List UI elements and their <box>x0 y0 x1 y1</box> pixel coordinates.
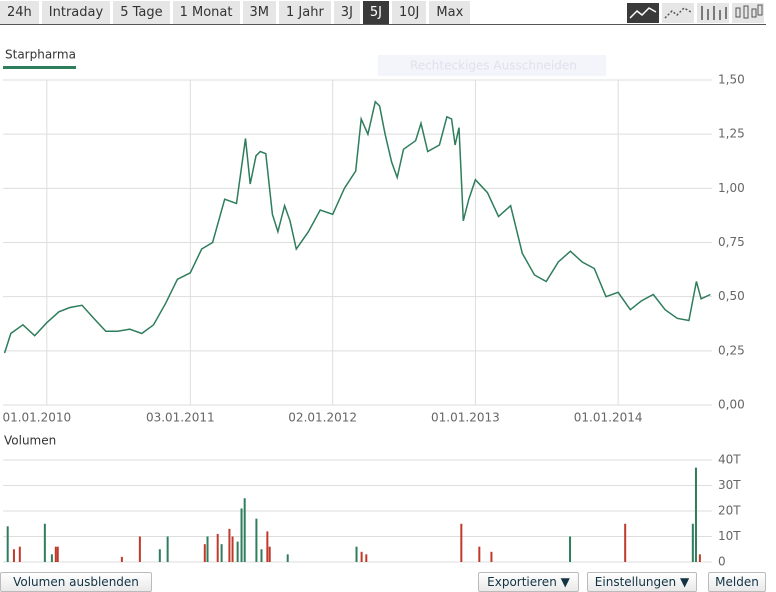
volume-bar <box>216 533 219 562</box>
volume-bar <box>624 523 627 562</box>
volume-bar <box>268 546 271 562</box>
volume-bar <box>56 546 59 562</box>
volume-bar <box>158 549 161 562</box>
report-button[interactable]: Melden <box>708 572 766 592</box>
volume-bar <box>569 536 572 562</box>
x-tick-label: 01.01.2013 <box>431 411 500 425</box>
volume-bar <box>228 528 231 562</box>
volume-bar <box>255 518 258 562</box>
y-tick-label: 30T <box>718 478 741 492</box>
range-button[interactable]: Max <box>429 1 471 24</box>
volume-bar <box>691 523 694 562</box>
volume-bar <box>490 551 493 562</box>
range-toolbar: 24h Intraday 5 Tage 1 Monat 3M 1 Jahr 3J 5J 10J M… <box>0 1 471 24</box>
legend-underline <box>3 66 76 69</box>
export-button[interactable]: Exportieren ▼ <box>478 572 579 592</box>
volume-bar <box>50 554 53 562</box>
range-button[interactable]: 5J <box>362 1 390 24</box>
chart-type-icons <box>627 3 764 23</box>
y-tick-label: 1,25 <box>718 127 745 141</box>
range-button[interactable]: 24h <box>0 1 39 24</box>
y-tick-label: 0 <box>718 555 726 569</box>
volume-bar <box>220 544 223 562</box>
volume-bar <box>694 467 697 562</box>
volume-bar <box>166 536 169 562</box>
settings-button[interactable]: Einstellungen ▼ <box>587 572 697 592</box>
y-tick-label: 10T <box>718 529 741 543</box>
y-tick-label: 40T <box>718 453 741 467</box>
volume-bar <box>698 554 701 562</box>
volume-bar <box>240 508 243 562</box>
volume-bar <box>266 531 269 562</box>
range-button[interactable]: 3M <box>242 1 276 24</box>
volume-bar <box>243 498 246 562</box>
volume-bar <box>6 526 9 562</box>
volume-bar <box>365 554 368 562</box>
volume-bar <box>138 536 141 562</box>
range-button[interactable]: Intraday <box>41 1 111 24</box>
volume-bar <box>460 523 463 562</box>
volume-bar <box>203 544 206 562</box>
legend-entry: Starpharma <box>5 48 76 62</box>
overlay-hint-box <box>378 55 606 76</box>
x-tick-label: 01.01.2014 <box>574 411 643 425</box>
range-button[interactable]: 5 Tage <box>113 1 170 24</box>
x-tick-label: 01.01.2010 <box>2 411 71 425</box>
volume-bar <box>43 523 46 562</box>
volume-bar <box>355 546 358 562</box>
x-tick-label: 02.01.2012 <box>288 411 357 425</box>
overlay-hint: Rechteckiges Ausschneiden <box>410 59 577 73</box>
volume-bar <box>206 536 209 562</box>
range-button[interactable]: 1 Jahr <box>279 1 331 24</box>
volume-bar <box>260 549 263 562</box>
y-tick-label: 0,50 <box>718 289 745 303</box>
volume-title: Volumen <box>4 434 56 448</box>
volume-bar <box>12 549 15 562</box>
y-tick-label: 0,00 <box>718 398 745 412</box>
volume-bar <box>478 546 481 562</box>
volume-bar <box>54 546 57 562</box>
range-button[interactable]: 3J <box>333 1 360 24</box>
y-tick-label: 0,25 <box>718 343 745 357</box>
volume-bar <box>18 546 21 562</box>
hide-volume-button[interactable]: Volumen ausblenden <box>0 572 152 592</box>
x-tick-label: 03.01.2011 <box>146 411 215 425</box>
volume-bar <box>120 556 123 562</box>
price-line <box>3 100 711 354</box>
volume-bar <box>236 541 239 562</box>
y-tick-label: 20T <box>718 504 741 518</box>
range-button[interactable]: 10J <box>392 1 427 24</box>
y-tick-label: 1,00 <box>718 181 745 195</box>
volume-bar <box>286 554 289 562</box>
y-tick-label: 1,50 <box>718 73 745 87</box>
volume-bar <box>231 536 234 562</box>
y-tick-label: 0,75 <box>718 235 745 249</box>
toolbar-rule <box>0 24 766 25</box>
volume-bar <box>360 551 363 562</box>
range-button[interactable]: 1 Monat <box>172 1 240 24</box>
